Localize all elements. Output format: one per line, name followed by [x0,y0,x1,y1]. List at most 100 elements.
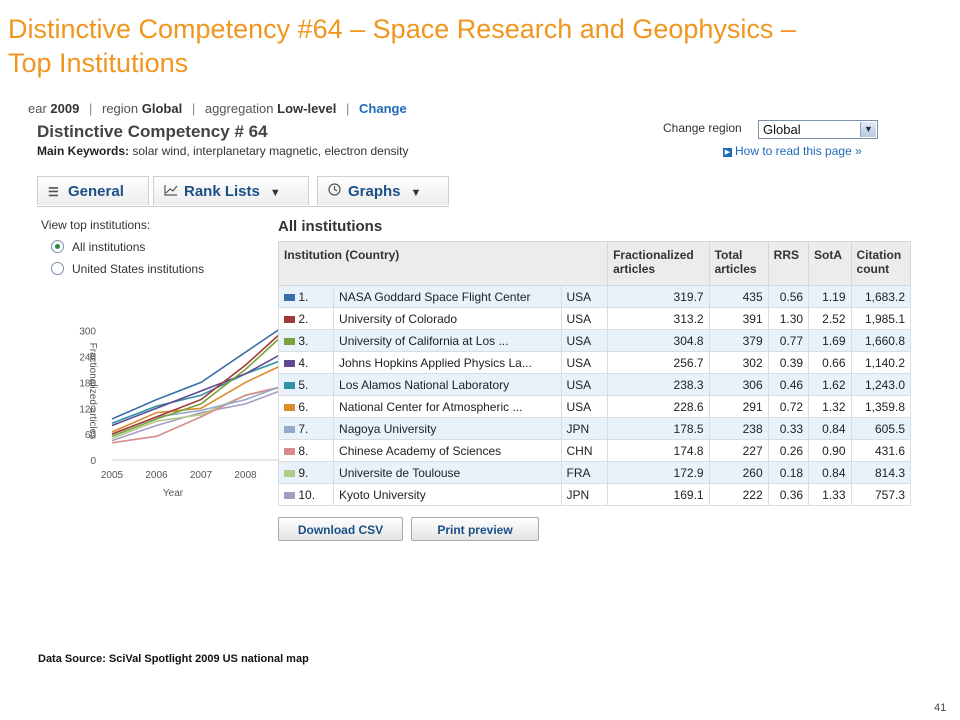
download-csv-button[interactable]: Download CSV [278,517,403,541]
radio-all-institutions[interactable]: All institutions [51,240,145,254]
y-tick-label: 0 [90,456,96,467]
rank-cell: 8. [277,439,335,462]
institution-name-cell[interactable]: Kyoto University [333,483,562,506]
column-header-total[interactable]: Total articles [708,241,769,286]
y-tick-label: 180 [79,378,96,389]
country-cell: FRA [560,461,609,484]
x-axis-title: Year [163,488,184,499]
region-select[interactable]: Global ▼ [758,120,878,139]
radio-label: United States institutions [72,262,205,276]
series-color-swatch [284,293,295,301]
table-row[interactable]: 6. National Center for Atmospheric ... USA… [277,395,912,418]
line-chart-icon [164,178,178,196]
rank-value: 8. [298,443,309,458]
institution-name-cell[interactable]: Los Alamos National Laboratory [333,373,562,396]
citation-count-cell: 1,140.2 [850,351,912,374]
table-row[interactable]: 7. Nagoya University JPN 178.5 238 0.33 0.84 60… [277,417,912,440]
country-cell: USA [560,395,609,418]
chevron-down-icon[interactable]: ▼ [269,187,281,199]
rank-value: 4. [298,355,309,370]
sota-cell: 1.62 [808,373,852,396]
change-link[interactable]: Change [359,101,407,116]
total-articles-cell: 302 [708,351,769,374]
clock-icon [328,178,342,196]
chevron-down-icon[interactable]: ▼ [410,187,422,199]
table-row[interactable]: 5. Los Alamos National Laboratory USA 238.3… [277,373,912,396]
fractionalized-articles-cell: 313.2 [607,307,710,330]
fractionalized-articles-cell: 228.6 [607,395,710,418]
column-header-citations[interactable]: Citation count [850,241,912,286]
fractionalized-articles-cell: 256.7 [607,351,710,374]
sota-cell: 1.33 [808,483,852,506]
series-line [111,360,291,433]
slide-title-line-2: Top Institutions [8,48,189,78]
radio-us-institutions[interactable]: United States institutions [51,262,204,276]
citation-count-cell: 605.5 [850,417,912,440]
tab-rank-lists[interactable]: Rank Lists ▼ [153,176,309,205]
sota-cell: 2.52 [808,307,852,330]
column-header-sota[interactable]: SotA [808,241,852,286]
series-color-swatch [284,403,295,411]
fractionalized-articles-cell: 178.5 [607,417,710,440]
fractionalized-articles-cell: 172.9 [607,461,710,484]
institution-name-cell[interactable]: National Center for Atmospheric ... [333,395,562,418]
column-header-rrs[interactable]: RRS [767,241,810,286]
series-color-swatch [284,359,295,367]
table-row[interactable]: 4. Johns Hopkins Applied Physics La... USA… [277,351,912,374]
rrs-cell: 0.18 [767,461,810,484]
data-source-note: Data Source: SciVal Spotlight 2009 US na… [38,653,309,665]
table-row[interactable]: 8. Chinese Academy of Sciences CHN 174.8 227… [277,439,912,462]
column-header-fractionalized[interactable]: Fractionalized articles [607,241,710,286]
tab-general[interactable]: ☰ General [37,176,149,205]
breadcrumb-aggregation-label: aggregation [204,101,274,116]
y-tick-label: 60 [85,430,97,441]
total-articles-cell: 260 [708,461,769,484]
radio-button[interactable] [51,240,64,253]
rank-value: 5. [298,377,309,392]
institution-name-cell[interactable]: NASA Goddard Space Flight Center [333,285,562,308]
x-tick-label: 2007 [190,470,213,481]
how-to-read-label: How to read this page » [735,144,862,158]
y-tick-label: 240 [79,353,96,364]
country-cell: JPN [560,483,609,506]
table-row[interactable]: 9. Universite de Toulouse FRA 172.9 260 0.18 0… [277,461,912,484]
table-row[interactable]: 1. NASA Goddard Space Flight Center USA 319… [277,285,912,308]
breadcrumb-region-label: region [101,101,139,116]
rank-cell: 1. [277,285,335,308]
series-color-swatch [284,469,295,477]
table-row[interactable]: 2. University of Colorado USA 313.2 391 1.30 2… [277,307,912,330]
radio-button[interactable] [51,262,64,275]
institution-name-cell[interactable]: University of California at Los ... [333,329,562,352]
citation-count-cell: 1,243.0 [850,373,912,396]
sota-cell: 1.69 [808,329,852,352]
x-tick-label: 2008 [234,470,257,481]
y-tick-label: 300 [79,327,96,338]
radio-label: All institutions [72,240,146,254]
rank-value: 2. [298,311,309,326]
citation-count-cell: 1,359.8 [850,395,912,418]
total-articles-cell: 227 [708,439,769,462]
rank-cell: 2. [277,307,335,330]
x-tick-label: 2006 [145,470,168,481]
institution-name-cell[interactable]: Universite de Toulouse [333,461,562,484]
series-line [111,356,291,425]
tab-graphs[interactable]: Graphs ▼ [317,176,449,205]
rrs-cell: 1.30 [767,307,810,330]
institution-name-cell[interactable]: University of Colorado [333,307,562,330]
chevron-down-icon[interactable]: ▼ [860,122,876,137]
citation-count-cell: 1,660.8 [850,329,912,352]
rrs-cell: 0.56 [767,285,810,308]
table-row[interactable]: 3. University of California at Los ... USA… [277,329,912,352]
print-preview-button[interactable]: Print preview [411,517,539,541]
country-cell: JPN [560,417,609,440]
series-color-swatch [284,315,295,323]
citation-count-cell: 814.3 [850,461,912,484]
institution-name-cell[interactable]: Nagoya University [333,417,562,440]
rank-cell: 5. [277,373,335,396]
column-header-institution[interactable]: Institution (Country) [277,241,609,286]
how-to-read-link[interactable]: ▶ How to read this page » [723,144,862,158]
institution-name-cell[interactable]: Johns Hopkins Applied Physics La... [333,351,562,374]
table-row[interactable]: 10. Kyoto University JPN 169.1 222 0.36 1.33 75… [277,483,912,506]
fractionalized-articles-cell: 169.1 [607,483,710,506]
institution-name-cell[interactable]: Chinese Academy of Sciences [333,439,562,462]
